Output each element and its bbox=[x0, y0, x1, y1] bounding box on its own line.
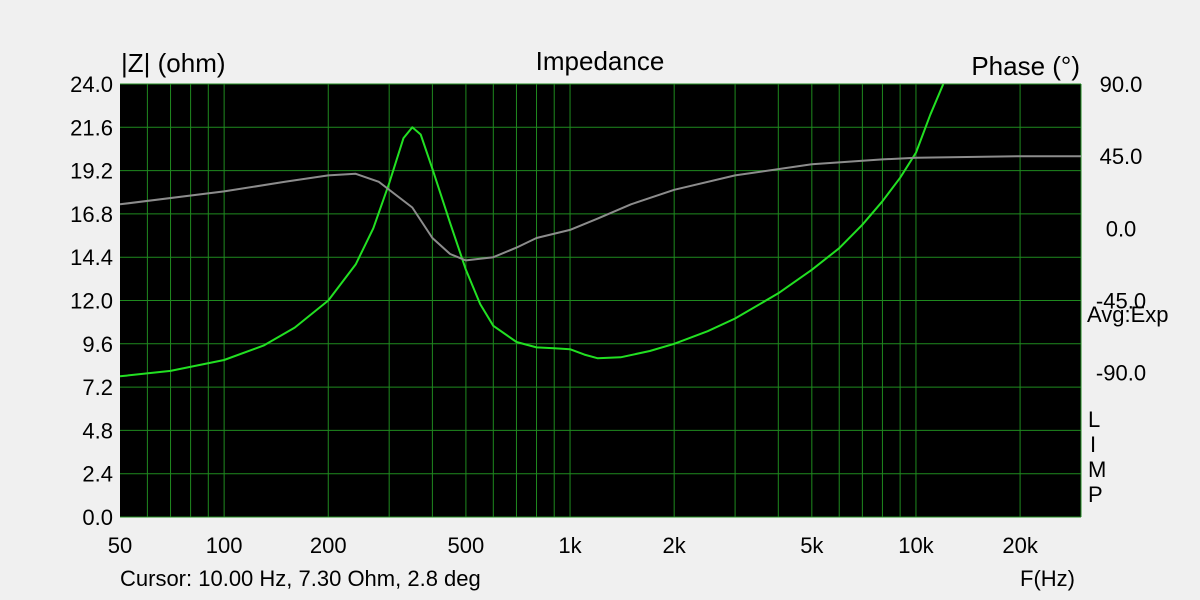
right-tick-label: -90.0 bbox=[1096, 361, 1146, 386]
left-tick-label: 16.8 bbox=[70, 202, 113, 227]
impedance-magnitude-line bbox=[120, 84, 945, 378]
left-tick-label: 4.8 bbox=[82, 418, 113, 443]
cursor-readout: Cursor: 10.00 Hz, 7.30 Ohm, 2.8 deg bbox=[120, 566, 481, 591]
x-tick-label: 500 bbox=[448, 533, 485, 558]
averaging-label: Avg:Exp bbox=[1087, 302, 1169, 327]
right-axis-ticks: 90.0 45.0 0.0 -45.0 -90.0 bbox=[1096, 72, 1146, 386]
left-axis-ticks: 24.0 21.6 19.2 16.8 14.4 12.0 9.6 7.2 4.8 2.4 0.0 bbox=[70, 72, 113, 530]
x-tick-label: 50 bbox=[108, 533, 132, 558]
right-tick-label: -45.0 bbox=[1096, 289, 1146, 314]
x-tick-label: 2k bbox=[663, 533, 687, 558]
left-tick-label: 14.4 bbox=[70, 245, 113, 270]
x-tick-label: 5k bbox=[800, 533, 824, 558]
limp-letter-m: M bbox=[1088, 457, 1107, 482]
left-tick-label: 7.2 bbox=[82, 375, 113, 400]
left-tick-label: 21.6 bbox=[70, 115, 113, 140]
x-tick-label: 20k bbox=[1002, 533, 1038, 558]
x-tick-label: 10k bbox=[898, 533, 934, 558]
left-tick-label: 9.6 bbox=[82, 332, 113, 357]
y-axis-label-left: |Z| (ohm) bbox=[121, 48, 226, 78]
x-tick-label: 200 bbox=[310, 533, 347, 558]
left-tick-label: 2.4 bbox=[82, 462, 113, 487]
phase-line bbox=[120, 155, 1081, 262]
limp-letter-i: I bbox=[1090, 432, 1097, 457]
left-tick-label: 24.0 bbox=[70, 72, 113, 97]
right-tick-label: 45.0 bbox=[1100, 144, 1143, 169]
x-axis-ticks: 50 100 200 500 1k 2k 5k 10k 20k bbox=[108, 533, 1039, 558]
left-tick-label: 19.2 bbox=[70, 159, 113, 184]
chart-title: Impedance bbox=[536, 46, 665, 76]
series-group bbox=[120, 84, 1081, 378]
x-tick-label: 100 bbox=[206, 533, 243, 558]
grid bbox=[120, 83, 1082, 518]
left-tick-label: 0.0 bbox=[82, 505, 113, 530]
left-tick-label: 12.0 bbox=[70, 289, 113, 314]
right-tick-label: 0.0 bbox=[1106, 216, 1137, 241]
y-axis-label-right: Phase (°) bbox=[971, 51, 1080, 81]
x-tick-label: 1k bbox=[558, 533, 582, 558]
right-tick-label: 90.0 bbox=[1100, 72, 1143, 97]
limp-letter-l: L bbox=[1088, 407, 1101, 432]
x-axis-label: F(Hz) bbox=[1020, 566, 1075, 591]
limp-letter-p: P bbox=[1088, 482, 1103, 507]
